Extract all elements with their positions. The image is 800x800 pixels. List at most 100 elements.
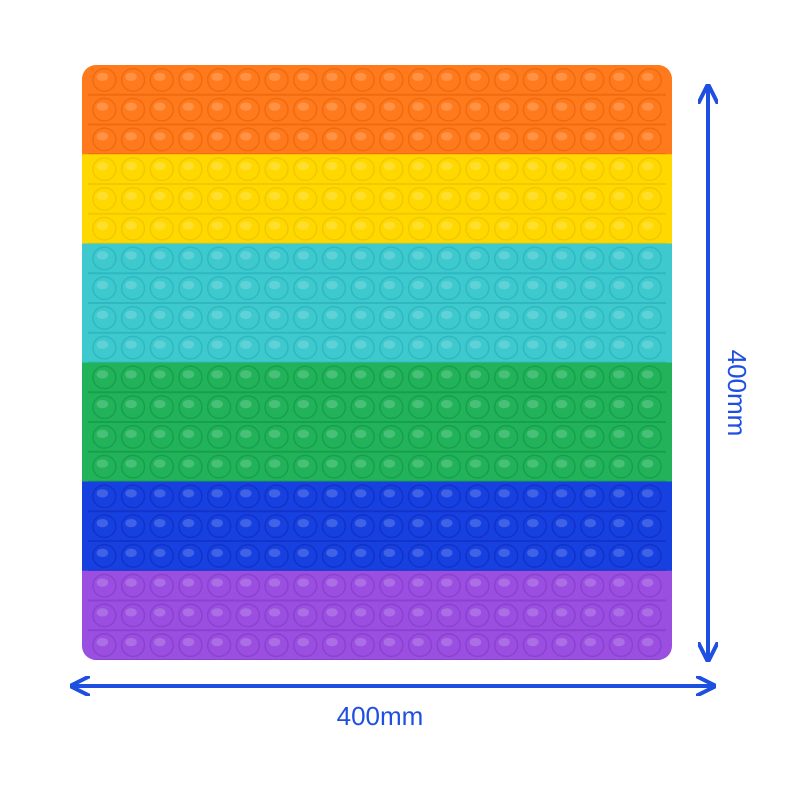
bubble-highlight (354, 399, 367, 409)
bubble (551, 67, 576, 92)
bubble-highlight (96, 132, 109, 141)
bubble-highlight (240, 251, 252, 260)
bubble (92, 365, 117, 390)
bubble-highlight (412, 608, 424, 617)
bubble (493, 365, 519, 390)
bubble-highlight (613, 370, 625, 379)
bubble (92, 484, 117, 509)
bubble-highlight (240, 340, 252, 349)
bubble-highlight (268, 548, 281, 558)
bubble (92, 246, 117, 271)
bubble-highlight (498, 102, 510, 111)
bubble (350, 514, 375, 539)
bubble-highlight (613, 251, 625, 260)
bubble-highlight (641, 191, 654, 201)
bubble-highlight (240, 132, 252, 141)
bubble-highlight (182, 72, 195, 82)
bubble-highlight (297, 340, 309, 349)
bubble-highlight (326, 548, 338, 558)
bubble (522, 365, 548, 390)
bubble (264, 573, 289, 598)
bubble (350, 246, 375, 271)
bubble (321, 335, 347, 360)
bubble-highlight (211, 459, 223, 468)
bubble-highlight (240, 399, 252, 409)
bubble-highlight (441, 72, 453, 82)
bubble (637, 186, 662, 211)
bubble-highlight (555, 608, 568, 617)
bubble (321, 543, 347, 568)
bubble (293, 335, 318, 360)
bubble (321, 484, 347, 509)
bubble (436, 67, 461, 92)
bubble-highlight (383, 637, 396, 647)
bubble (493, 514, 519, 539)
bubble-highlight (96, 518, 109, 528)
bubble (120, 157, 146, 182)
bubble-highlight (96, 310, 109, 320)
bubble (379, 246, 404, 271)
bubble (321, 424, 347, 449)
bubble-highlight (383, 608, 396, 617)
bubble (608, 186, 634, 211)
bubble-highlight (527, 310, 539, 320)
bubble (551, 424, 576, 449)
bubble (149, 514, 174, 539)
bubble (235, 395, 261, 420)
bubble-highlight (211, 429, 223, 439)
bubble (465, 573, 490, 598)
bubble-highlight (412, 72, 424, 82)
bubble (149, 335, 174, 360)
bubble-highlight (412, 221, 424, 230)
bubble-highlight (211, 191, 223, 201)
bubble (379, 424, 404, 449)
bubble (321, 573, 347, 598)
bubble-highlight (297, 399, 309, 409)
bubble-highlight (154, 548, 166, 558)
bubble-highlight (354, 280, 367, 290)
bubble-highlight (441, 310, 453, 320)
bubble (608, 97, 634, 122)
bubble-highlight (441, 608, 453, 617)
bubble-highlight (584, 518, 596, 528)
bubble (293, 395, 318, 420)
bubble-highlight (326, 310, 338, 320)
bubble (608, 365, 634, 390)
bubble (120, 395, 146, 420)
bubble-highlight (641, 578, 654, 587)
bubble (120, 514, 146, 539)
bubble-highlight (641, 370, 654, 379)
bubble (350, 186, 375, 211)
bubble-highlight (641, 459, 654, 468)
bubble (293, 603, 318, 628)
bubble (580, 603, 605, 628)
bubble-highlight (268, 280, 281, 290)
bubble (149, 395, 174, 420)
bubble (580, 67, 605, 92)
bubble-highlight (641, 429, 654, 439)
bubble (637, 97, 662, 122)
bubble-highlight (584, 548, 596, 558)
bubble (436, 246, 461, 271)
bubble (493, 484, 519, 509)
bubble-highlight (613, 578, 625, 587)
bubble (637, 127, 662, 152)
bubble (120, 216, 146, 241)
bubble-highlight (354, 518, 367, 528)
bubble-highlight (412, 280, 424, 290)
bubble (206, 633, 232, 658)
bubble-highlight (469, 489, 482, 498)
bubble-highlight (412, 370, 424, 379)
bubble-highlight (154, 370, 166, 379)
bubble (407, 276, 433, 301)
bubble (92, 633, 117, 658)
bubble-highlight (182, 399, 195, 409)
bubble (321, 216, 347, 241)
bubble (293, 67, 318, 92)
bubble-highlight (354, 340, 367, 349)
bubble-highlight (125, 370, 137, 379)
bubble-highlight (182, 459, 195, 468)
bubble-highlight (527, 608, 539, 617)
bubble-highlight (412, 399, 424, 409)
bubble-highlight (297, 578, 309, 587)
